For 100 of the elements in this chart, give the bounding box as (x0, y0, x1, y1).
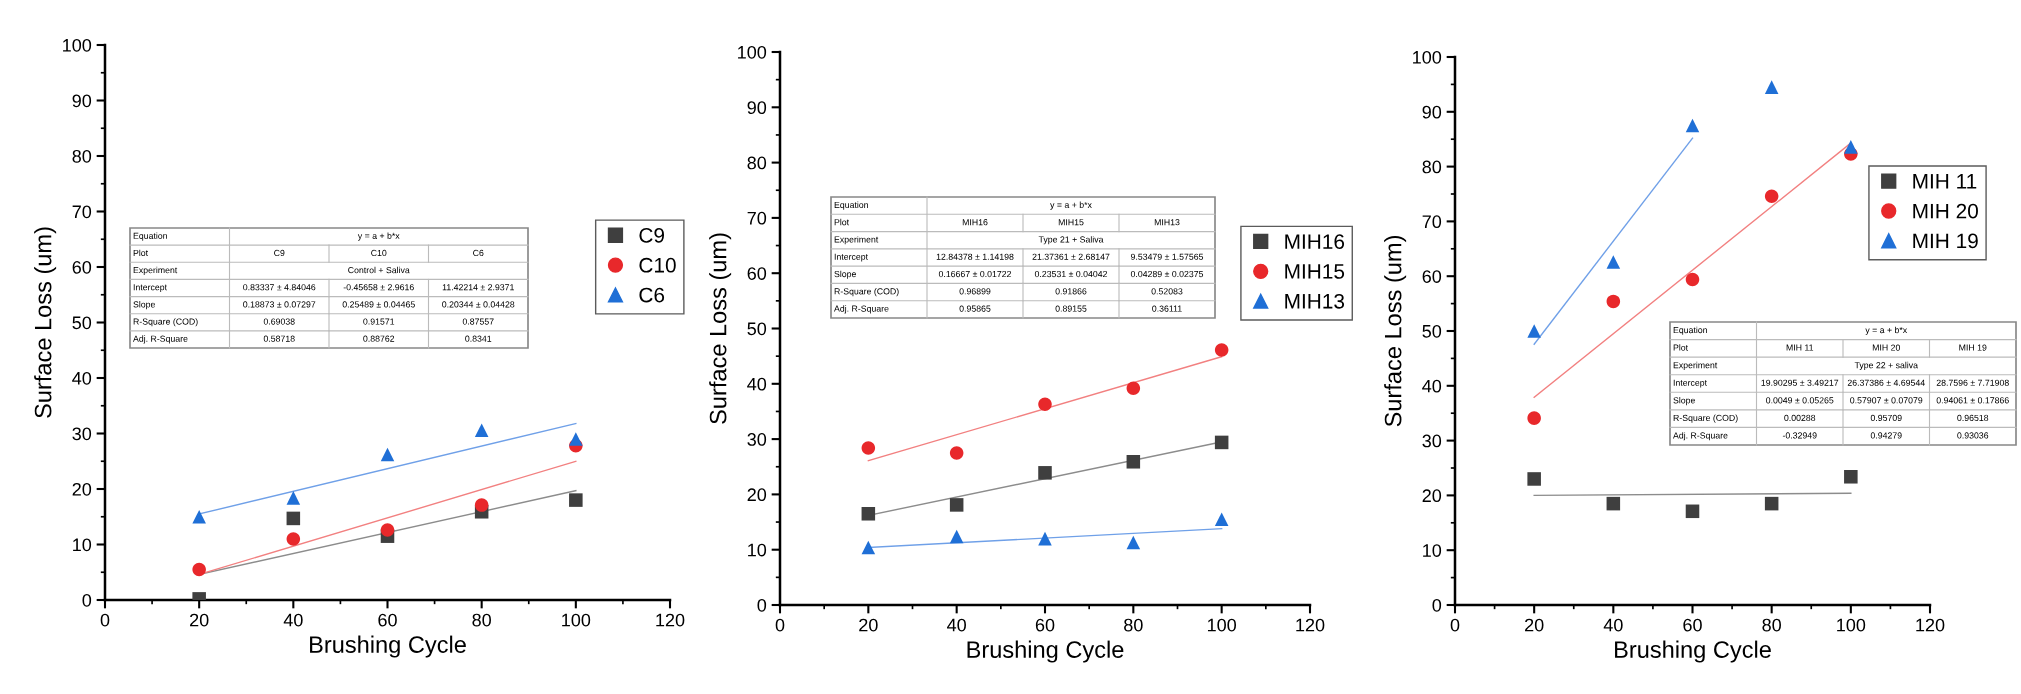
annotation: y = a + b*x (1050, 201, 1092, 210)
x-tick-label: 20 (190, 613, 209, 627)
annotation: R-Square (COD) (1673, 414, 1738, 423)
y-tick-label: 100 (63, 38, 92, 52)
point (861, 441, 876, 455)
x-tick-label: 100 (562, 613, 591, 627)
y-tick-label: 70 (747, 211, 767, 225)
annotation: 0.96899 (959, 288, 991, 295)
point (286, 491, 301, 505)
annotation: 26.37386 ± 4.69544 (1847, 379, 1925, 386)
y-tick-label: 30 (72, 427, 92, 441)
y-tick-label: 20 (72, 482, 92, 496)
annotation: 0.04289 ± 0.02375 (1130, 270, 1204, 278)
y-tick-label: 70 (1422, 215, 1442, 229)
legend-label: MIH13 (1285, 293, 1345, 309)
point (949, 498, 964, 512)
x-tick-label: 80 (1762, 618, 1781, 632)
y-tick-label: 20 (747, 488, 767, 502)
annotation: Intercept (133, 284, 167, 293)
point (1764, 80, 1779, 94)
annotation: Experiment (834, 236, 879, 245)
annotation: C6 (473, 249, 484, 257)
legend-label: C9 (639, 228, 665, 243)
annotation: Intercept (1673, 379, 1707, 388)
y-tick-label: 40 (1422, 379, 1442, 393)
x-tick-label: 60 (378, 613, 397, 627)
x-tick-label: 20 (1525, 618, 1544, 632)
x-tick-label: 40 (283, 613, 303, 627)
y-tick-label: 50 (747, 322, 767, 336)
text: MIH 19 (1959, 344, 1987, 351)
x-tick-label: 120 (1916, 618, 1945, 632)
x-tick-label: 0 (775, 618, 785, 632)
legend-label: MIH 11 (1913, 174, 1977, 189)
annotation: 0.95865 (959, 305, 991, 312)
annotation: 0.8341 (465, 335, 492, 342)
annotation: Adj. R-Square (1673, 432, 1728, 441)
annotation: R-Square (COD) (133, 318, 198, 327)
annotation: Control + Saliva (348, 266, 410, 274)
annotation: 0.20344 ± 0.04428 (442, 301, 515, 308)
text: 0.94061 ± 0.17866 (1936, 397, 2009, 404)
annotation: 21.37361 ± 2.68147 (1032, 253, 1110, 260)
y-tick-label: 80 (72, 149, 92, 163)
annotation: 0.0049 ± 0.05265 (1766, 397, 1834, 404)
point (1038, 531, 1052, 546)
point (1038, 397, 1052, 412)
x-tick-label: 100 (1207, 618, 1237, 632)
y-tick-label: 50 (72, 316, 92, 330)
annotation: y = a + b*x (357, 232, 400, 241)
annotation: -0.32949 (1782, 432, 1817, 439)
legend-label: MIH16 (1285, 234, 1345, 249)
point (1606, 496, 1621, 511)
point (1685, 504, 1700, 519)
x-tick-label: 0 (100, 613, 110, 627)
text: 0.96518 (1957, 414, 1989, 421)
x-axis-title: Brushing Cycle (1615, 640, 1771, 663)
annotation: Equation (834, 201, 868, 210)
y-axis-title: Surface Loss (um) (34, 227, 57, 418)
x-axis-title: Brushing Cycle (310, 635, 466, 658)
annotation: Plot (834, 218, 850, 226)
annotation: 0.95709 (1870, 414, 1902, 421)
point (1844, 470, 1858, 484)
x-tick-label: 0 (1450, 618, 1460, 632)
point (1126, 381, 1141, 395)
point (1214, 512, 1229, 527)
point (1527, 411, 1541, 425)
point (861, 540, 876, 555)
y-tick-label: 10 (1423, 544, 1442, 557)
point (1126, 455, 1141, 469)
y-tick-label: 10 (748, 543, 767, 557)
legend-label: MIH15 (1285, 264, 1345, 279)
annotation: 0.91866 (1055, 288, 1087, 295)
annotation: 0.88762 (363, 335, 395, 342)
annotation: Adj. R-Square (133, 335, 188, 344)
point (192, 562, 206, 577)
annotation: C10 (371, 249, 387, 257)
annotation: Plot (133, 249, 149, 257)
x-tick-label: 100 (1837, 618, 1866, 632)
annotation: 0.16667 ± 0.01722 (938, 270, 1012, 278)
y-tick-label: 80 (747, 156, 767, 170)
annotation: y = a + b*x (1865, 326, 1908, 335)
annotation: Equation (133, 232, 167, 241)
annotation: Type 21 + Saliva (1038, 236, 1104, 245)
point (1685, 118, 1700, 133)
y-tick-label: 30 (1422, 434, 1442, 448)
y-tick-label: 50 (1422, 324, 1442, 338)
annotation: 0.69038 (263, 318, 295, 325)
point (286, 511, 301, 526)
y-tick-label: 90 (747, 101, 767, 115)
annotation: MIH15 (1058, 219, 1084, 226)
x-tick-label: 60 (1683, 618, 1702, 632)
annotation: MIH13 (1154, 219, 1180, 226)
x-tick-label: 80 (1124, 618, 1143, 632)
annotation: 0.18873 ± 0.07297 (243, 301, 316, 308)
annotation: 0.94279 (1870, 432, 1902, 439)
point (1214, 435, 1229, 450)
point (569, 493, 583, 507)
annotation: Equation (1673, 326, 1707, 335)
x-axis-title: Brushing Cycle (967, 640, 1124, 663)
point (380, 523, 395, 537)
annotation: Slope (834, 270, 856, 279)
